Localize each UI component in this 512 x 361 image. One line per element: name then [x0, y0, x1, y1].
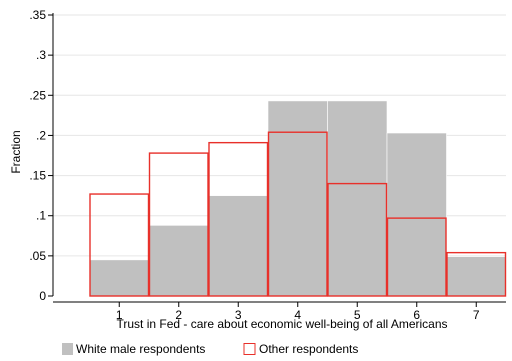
- y-tick-label: .25: [29, 88, 46, 102]
- x-axis-title: Trust in Fed - care about economic well-…: [116, 317, 447, 331]
- series-other-bars: [89, 131, 507, 297]
- y-tick-label: .35: [29, 8, 46, 22]
- legend: White male respondents Other respondents: [62, 342, 358, 356]
- axes: [52, 13, 506, 303]
- bar-white-male: [386, 132, 447, 297]
- bar-white-male: [208, 195, 269, 297]
- y-tick-label: 0: [39, 289, 46, 303]
- bar-white-male: [327, 100, 388, 297]
- bar-white-male: [267, 100, 328, 297]
- bar-white-male: [446, 256, 507, 297]
- y-tick-label: .15: [29, 169, 46, 183]
- legend-swatch-white-male: [62, 343, 73, 355]
- x-tick-label: 4: [294, 308, 301, 322]
- x-ticks: 1 2 3 4 5 6 7: [116, 302, 480, 322]
- y-tick-label: .05: [29, 249, 46, 263]
- y-tick-label: .3: [36, 48, 46, 62]
- x-tick-label: 2: [175, 308, 182, 322]
- legend-label-other: Other respondents: [259, 342, 358, 356]
- bar-white-male: [89, 259, 150, 297]
- bar-other: [327, 182, 388, 297]
- y-axis-title: Fraction: [9, 130, 23, 173]
- bar-other: [446, 251, 507, 297]
- bar-other: [267, 131, 328, 297]
- y-tick-label: .2: [36, 128, 46, 142]
- legend-swatch-other: [243, 343, 256, 355]
- x-tick-label: 7: [473, 308, 480, 322]
- series-white-male-bars: [89, 100, 507, 297]
- bar-other: [148, 152, 209, 297]
- bar-white-male: [148, 225, 209, 297]
- bar-other: [89, 193, 150, 297]
- bar-other: [208, 141, 269, 297]
- x-tick-label: 6: [413, 308, 420, 322]
- bar-other: [386, 217, 447, 297]
- x-tick-label: 1: [116, 308, 123, 322]
- legend-label-white-male: White male respondents: [76, 342, 205, 356]
- y-ticks: 0 .05 .1 .15 .2 .25 .3 .35: [29, 8, 53, 303]
- x-tick-label: 3: [235, 308, 242, 322]
- y-tick-label: .1: [36, 209, 46, 223]
- x-tick-label: 5: [354, 308, 361, 322]
